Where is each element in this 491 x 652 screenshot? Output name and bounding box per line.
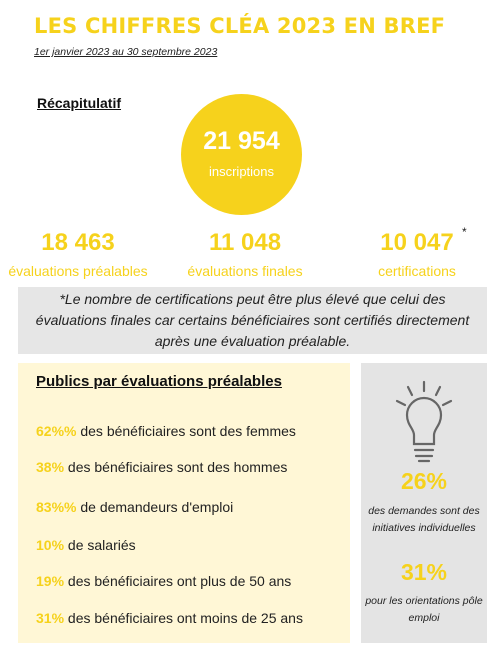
recap-title: Récapitulatif — [37, 95, 122, 111]
initiatives-percent: 26% — [400, 468, 448, 494]
publics-title: Publics par évaluations préalables — [36, 373, 282, 390]
pole-emploi-percent: 31% — [400, 559, 448, 585]
item-percent: 83%% — [36, 499, 77, 515]
lightbulb-icon — [395, 380, 453, 463]
list-item: 83%% de demandeurs d'emploi — [36, 499, 233, 515]
item-percent: 62%% — [36, 423, 77, 439]
stat-label: certifications — [378, 263, 456, 279]
stat-evaluations-finales: 11 048 évaluations finales — [166, 229, 324, 280]
list-item: 31% des bénéficiaires ont moins de 25 an… — [36, 610, 303, 626]
inscriptions-value: 21 954 — [203, 127, 280, 155]
publics-panel: Publics par évaluations préalables 62%% … — [18, 363, 350, 643]
page-title: LES CHIFFRES CLÉA 2023 EN BREF — [34, 14, 446, 38]
note-text: *Le nombre de certifications peut être p… — [35, 291, 470, 349]
certifications-note: *Le nombre de certifications peut être p… — [18, 287, 487, 354]
stat-evaluations-prealables: 18 463 évaluations préalables — [0, 229, 162, 280]
item-percent: 10% — [36, 537, 65, 553]
stat-value: 18 463 — [41, 229, 115, 256]
item-text: des bénéficiaires ont plus de 50 ans — [64, 573, 292, 589]
item-text: de salariés — [64, 537, 136, 553]
item-percent: 31% — [36, 610, 65, 626]
certifications-asterisk: * — [462, 225, 467, 239]
stat-label: évaluations finales — [187, 263, 303, 279]
list-item: 62%% des bénéficiaires sont des femmes — [36, 423, 296, 439]
item-percent: 38% — [36, 459, 65, 475]
pole-emploi-text: pour les orientations pôle emploi — [365, 595, 483, 624]
list-item: 38% des bénéficiaires sont des hommes — [36, 459, 287, 475]
initiatives-panel: 26% des demandes sont des initiatives in… — [361, 363, 487, 643]
stat-value: 11 048 — [208, 229, 282, 256]
list-item: 19% des bénéficiaires ont plus de 50 ans — [36, 573, 291, 589]
stat-certifications: 10 047 certifications — [359, 229, 475, 280]
period-subtitle: 1er janvier 2023 au 30 septembre 2023 — [34, 46, 218, 58]
item-text: des bénéficiaires sont des femmes — [76, 423, 296, 439]
stat-value: 10 047 — [380, 229, 454, 256]
initiatives-text: des demandes sont des initiatives indivi… — [368, 505, 480, 534]
inscriptions-label: inscriptions — [208, 164, 275, 179]
stat-label: évaluations préalables — [8, 263, 148, 279]
item-text: de demandeurs d'emploi — [76, 499, 234, 515]
item-text: des bénéficiaires sont des hommes — [64, 459, 288, 475]
inscriptions-circle: 21 954 inscriptions — [181, 94, 302, 215]
item-percent: 19% — [36, 573, 65, 589]
list-item: 10% de salariés — [36, 537, 136, 553]
item-text: des bénéficiaires ont moins de 25 ans — [64, 610, 303, 626]
